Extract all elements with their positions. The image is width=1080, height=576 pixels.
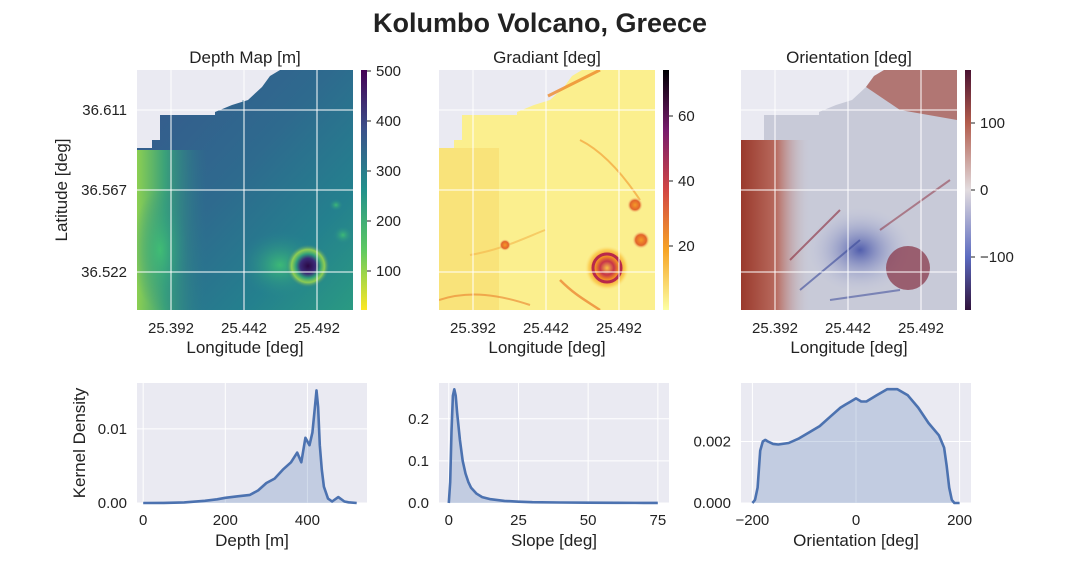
gradient-xtick-2: 25.442 (523, 320, 569, 337)
gradient-cone-3 (499, 239, 511, 251)
depth-map-xtick-1: 25.392 (148, 320, 194, 337)
depth-map-seamount-1 (333, 226, 353, 244)
gradient-shelf-edge (439, 293, 531, 306)
orientation-cbtick-100: 100 (980, 115, 1005, 132)
depth-kde-xtick-1: 200 (213, 512, 238, 529)
depth-kde-line (143, 389, 357, 505)
orientation-kde-line (751, 387, 960, 505)
slope-kde-axes-bg (439, 383, 669, 503)
orientation-xtick-1: 25.392 (752, 320, 798, 337)
orientation-kde-ytick-1: 0.002 (693, 433, 731, 450)
slope-kde-panel: 0 25 50 75 0.0 0.1 0.2 Slope [deg] (408, 383, 669, 550)
orientation-kde-ytick-0: 0.000 (693, 495, 731, 512)
orientation-kde-area (752, 389, 960, 503)
orientation-grid (741, 70, 957, 310)
orientation-cbtick-neg100: −100 (980, 249, 1014, 266)
orientation-panel: Orientation [deg] 25.392 25.442 25.492 L… (741, 48, 1014, 357)
orientation-left-reds (741, 140, 811, 310)
slope-kde-line (447, 388, 658, 505)
orientation-xtick-3: 25.492 (898, 320, 944, 337)
gradient-cbtick-20: 20 (678, 238, 695, 255)
depth-map-xlabel: Longitude [deg] (186, 338, 303, 357)
gradient-crater-rim (591, 252, 623, 284)
figure-title: Kolumbo Volcano, Greece (373, 8, 707, 38)
depth-kde-area (143, 390, 357, 503)
slope-kde-ytick-1: 0.1 (408, 453, 429, 470)
depth-map-cbtick-200: 200 (376, 213, 401, 230)
orientation-kde-xtick-2: 200 (947, 512, 972, 529)
depth-map-xtick-3: 25.492 (294, 320, 340, 337)
orientation-colorbar: 100 0 −100 (965, 70, 1014, 310)
orientation-cbtick-0: 0 (980, 182, 988, 199)
orientation-xtick-2: 25.442 (825, 320, 871, 337)
depth-map-crater (286, 244, 330, 288)
depth-map-grid (137, 70, 353, 310)
depth-map-cbtick-400: 400 (376, 113, 401, 130)
gradient-grid (439, 70, 655, 310)
depth-kde-axes-bg (137, 383, 367, 503)
gradient-xtick-1: 25.392 (450, 320, 496, 337)
depth-map-cbtick-500: 500 (376, 63, 401, 80)
orientation-streak-2 (799, 239, 861, 291)
gradient-panel: Gradiant [deg] 25.392 25.442 25.492 Long… (439, 48, 695, 357)
orientation-kde-xtick-1: 0 (852, 512, 860, 529)
depth-kde-ylabel: Kernel Density (70, 387, 89, 498)
orientation-colorbar-bar (965, 70, 971, 310)
depth-kde-xlabel: Depth [m] (215, 531, 289, 550)
gradient-title: Gradiant [deg] (493, 48, 601, 67)
orientation-top-reds (866, 70, 957, 120)
orientation-streak-3 (879, 179, 951, 231)
slope-kde-xtick-0: 0 (445, 512, 453, 529)
slope-kde-xlabel: Slope [deg] (511, 531, 597, 550)
depth-kde-ytick-1: 0.01 (98, 421, 127, 438)
orientation-kde-panel: −200 0 200 0.000 0.002 Orientation [deg] (693, 383, 972, 550)
depth-kde-ytick-0: 0.00 (98, 495, 127, 512)
gradient-colorbar-bar (663, 70, 669, 310)
gradient-ridge-1 (547, 70, 601, 98)
gradient-colorbar: 60 40 20 (663, 70, 695, 310)
gradient-cone-2 (632, 231, 650, 249)
depth-map-seamount-2 (329, 199, 343, 211)
gradient-cbtick-40: 40 (678, 173, 695, 190)
gradient-ridge-4 (559, 279, 601, 310)
orientation-crater (886, 246, 930, 290)
depth-map-panel: Depth Map [m] 25.392 25.442 25.492 36.61… (52, 48, 401, 357)
orientation-kde-xtick-0: −200 (735, 512, 769, 529)
orientation-streak-1 (789, 209, 841, 261)
depth-kde-xtick-2: 400 (295, 512, 320, 529)
depth-map-ytick-3: 36.522 (81, 264, 127, 281)
depth-map-ytick-1: 36.611 (82, 102, 127, 119)
gradient-cbtick-60: 60 (678, 108, 695, 125)
depth-map-ylabel: Latitude [deg] (52, 138, 71, 241)
gradient-ridge-2 (579, 139, 641, 201)
depth-map-cbtick-100: 100 (376, 263, 401, 280)
orientation-xlabel: Longitude [deg] (790, 338, 907, 357)
gradient-crater (584, 245, 630, 291)
slope-kde-xtick-3: 75 (650, 512, 667, 529)
slope-kde-ytick-0: 0.0 (408, 495, 429, 512)
depth-map-colorbar: 500 400 300 200 100 (361, 63, 401, 310)
gradient-cone-1 (627, 197, 643, 213)
gradient-left-texture (439, 148, 499, 310)
gradient-xlabel: Longitude [deg] (488, 338, 605, 357)
depth-kde-panel: 0 200 400 0.00 0.01 Depth [m] Kernel Density (70, 383, 367, 550)
depth-map-xtick-2: 25.442 (221, 320, 267, 337)
orientation-streak-4 (829, 289, 901, 301)
slope-kde-xtick-2: 50 (580, 512, 597, 529)
orientation-title: Orientation [deg] (786, 48, 912, 67)
depth-map-cbtick-300: 300 (376, 163, 401, 180)
depth-map-title: Depth Map [m] (189, 48, 301, 67)
depth-map-green-patch (137, 190, 188, 310)
depth-map-colorbar-bar (361, 70, 367, 310)
slope-kde-xtick-1: 25 (510, 512, 527, 529)
slope-kde-ytick-2: 0.2 (408, 411, 429, 428)
depth-kde-xtick-0: 0 (139, 512, 147, 529)
depth-map-ytick-2: 36.567 (81, 182, 127, 199)
orientation-kde-xlabel: Orientation [deg] (793, 531, 919, 550)
gradient-xtick-3: 25.492 (596, 320, 642, 337)
slope-kde-area (448, 389, 658, 503)
